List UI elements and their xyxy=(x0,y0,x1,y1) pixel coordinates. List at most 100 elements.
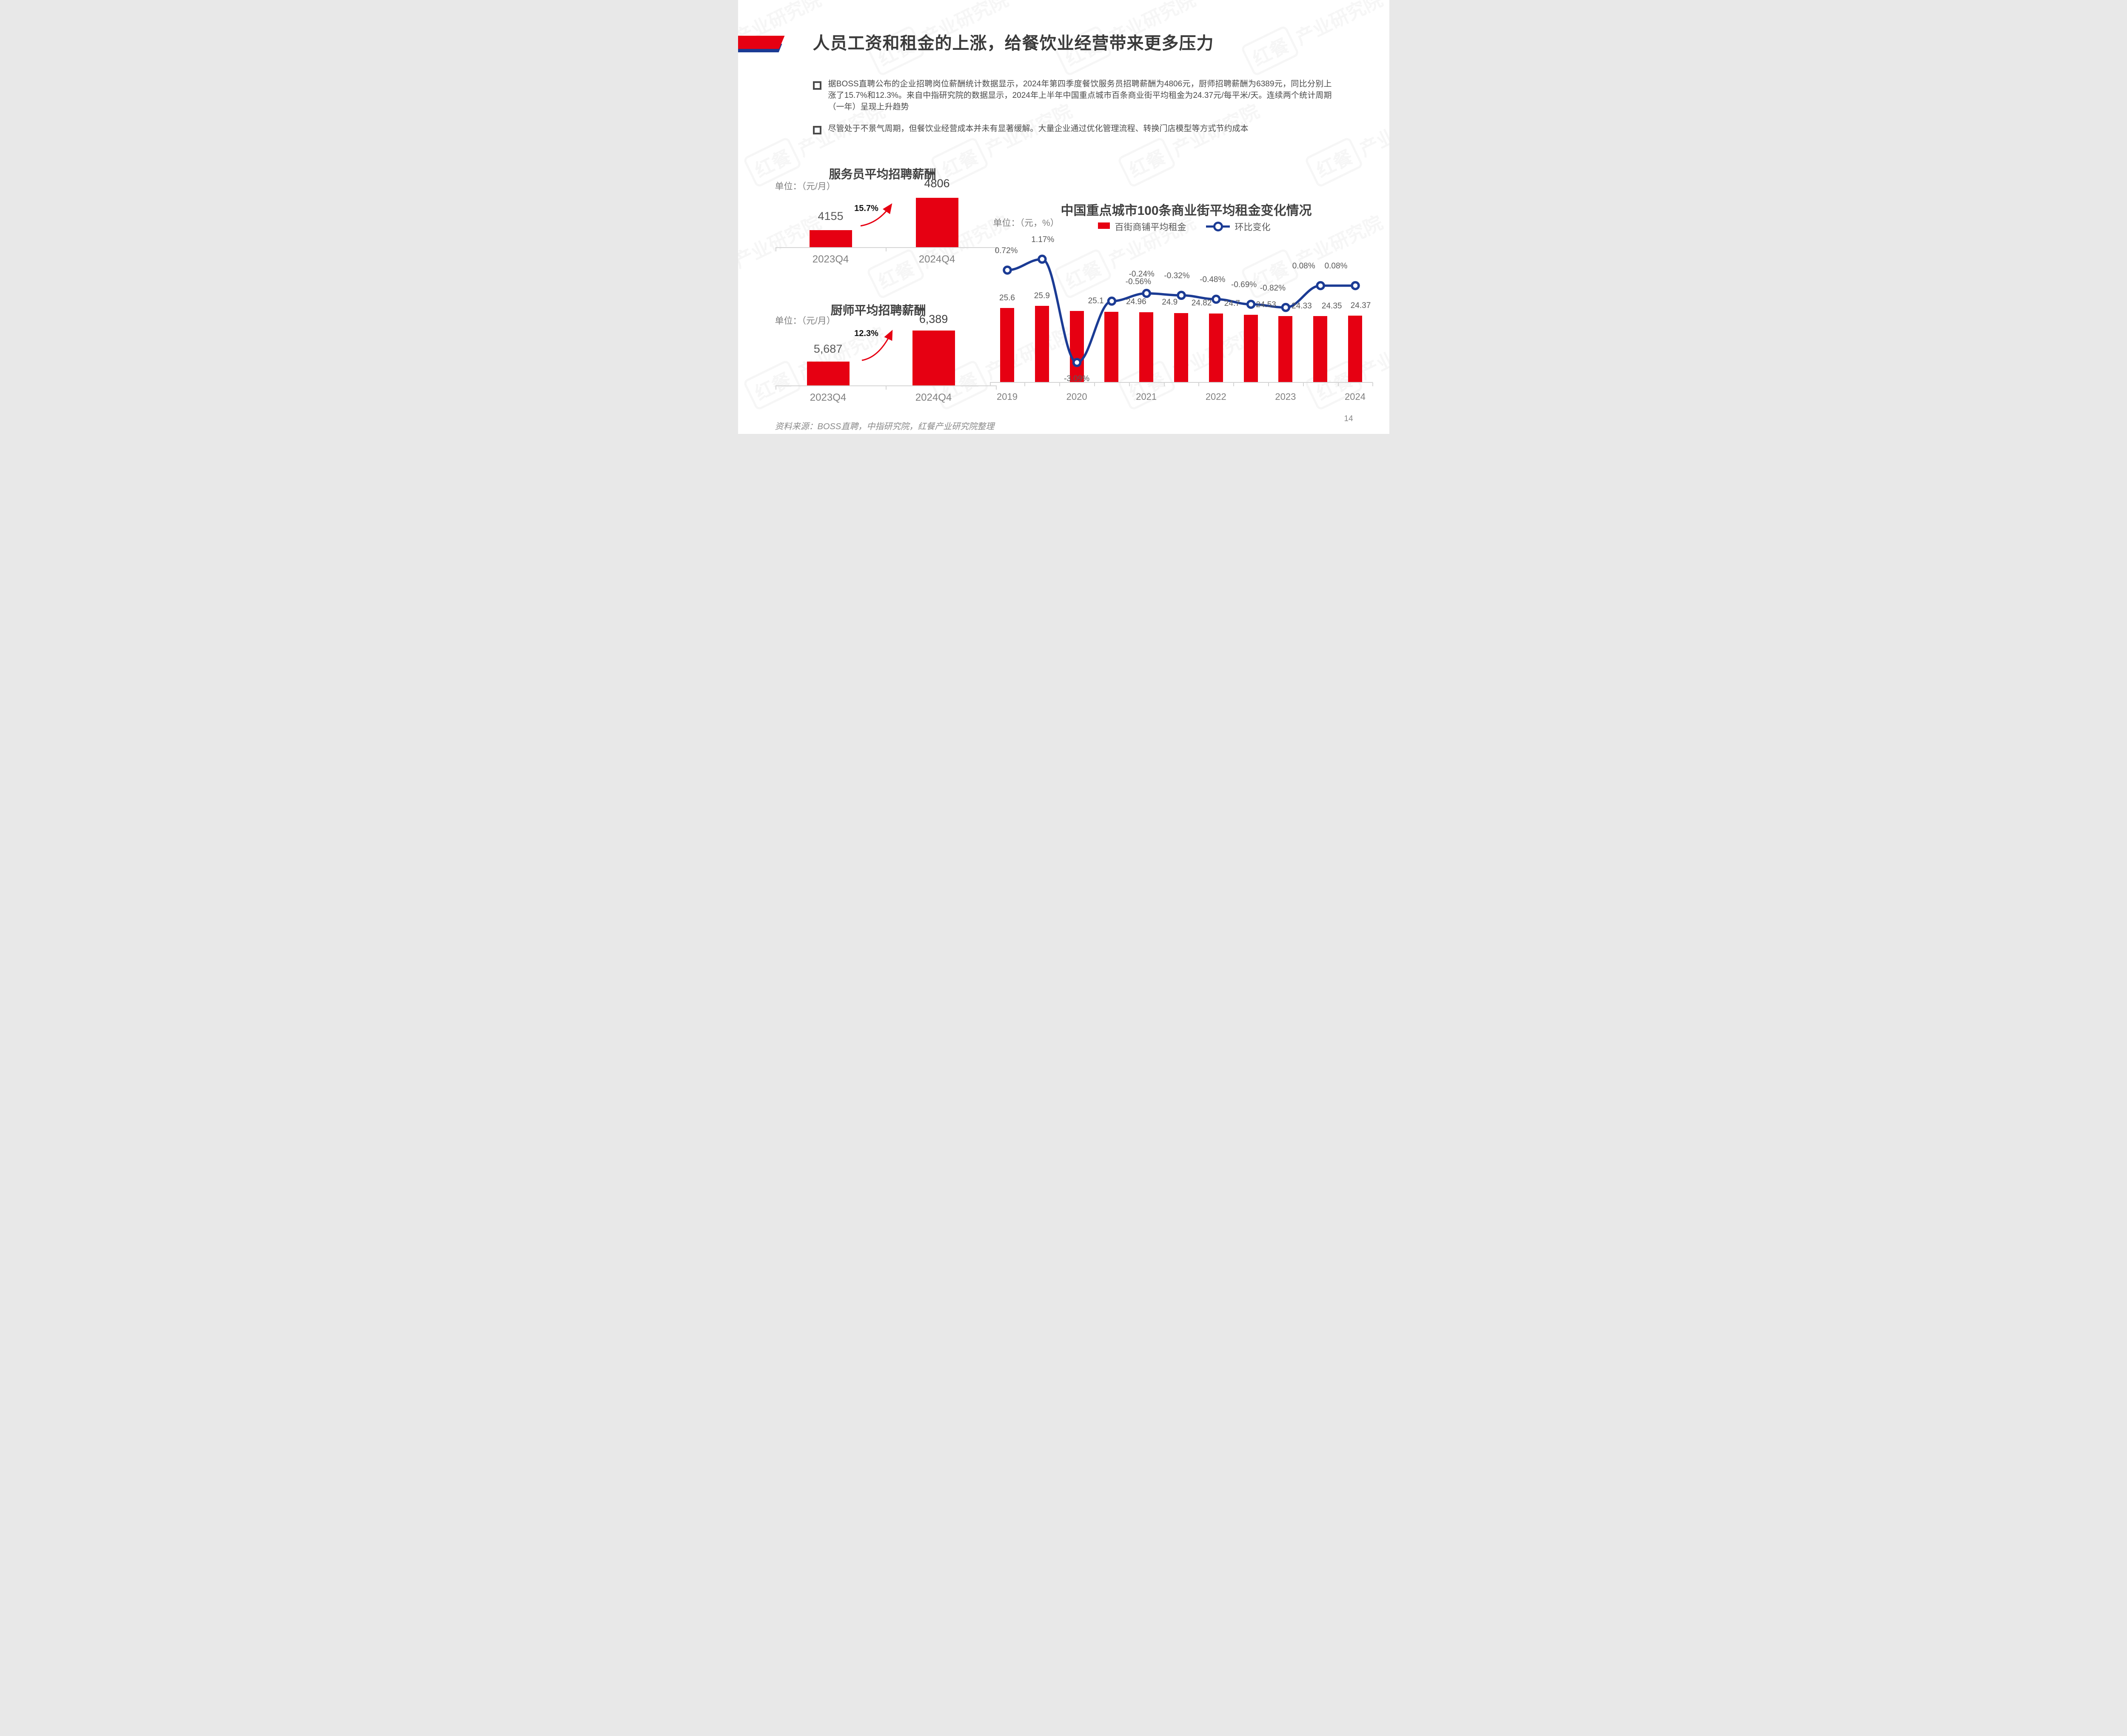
bullet-list: 据BOSS直聘公布的企业招聘岗位薪酬统计数据显示，2024年第四季度餐饮服务员招… xyxy=(813,78,1332,145)
page-number: 14 xyxy=(1344,414,1353,423)
rent-line-value-label: -0.69% xyxy=(1231,280,1257,290)
waiter-value-2024q4: 4806 xyxy=(924,177,950,190)
rent-line-value-label: -0.48% xyxy=(1200,275,1226,285)
rent-chart-unit: 单位：（元，%） xyxy=(993,218,1059,228)
axis-tick xyxy=(995,386,997,390)
axis-tick xyxy=(1198,382,1200,386)
rent-year-label: 2022 xyxy=(1205,391,1226,402)
rent-line-value-label: -3.09% xyxy=(1064,374,1090,384)
rent-bar xyxy=(1278,316,1293,382)
legend-line-label: 环比变化 xyxy=(1235,222,1271,232)
rent-line-value-label: -0.24% xyxy=(1129,269,1155,279)
rent-bar xyxy=(1035,305,1049,382)
chef-bar-2024q4 xyxy=(912,330,955,385)
axis-tick xyxy=(1233,382,1235,386)
rent-line-value-label: 1.17% xyxy=(1031,235,1055,245)
slide: 红餐产业研究院红餐产业研究院红餐产业研究院红餐产业研究院红餐产业研究院红餐产业研… xyxy=(738,0,1389,434)
chef-value-2023q4: 5,687 xyxy=(813,342,843,355)
waiter-chart-unit: 单位：（元/月） xyxy=(775,182,835,191)
rent-bar xyxy=(1243,314,1258,382)
rent-line-marker xyxy=(1211,294,1221,304)
rent-bar xyxy=(1348,316,1362,382)
rent-year-label: 2024 xyxy=(1345,391,1366,402)
waiter-cat-2024q4: 2024Q4 xyxy=(918,254,955,265)
chef-growth-label: 12.3% xyxy=(854,329,878,338)
axis-tick xyxy=(885,248,887,251)
rent-bar-value-label: 24.53 xyxy=(1256,300,1276,309)
waiter-bar-2024q4 xyxy=(915,198,958,247)
axis-tick xyxy=(885,386,887,390)
rent-bar-value-label: 24.96 xyxy=(1126,297,1146,307)
waiter-value-2023q4: 4155 xyxy=(818,210,844,222)
axis-tick xyxy=(1059,382,1061,386)
rent-line-marker xyxy=(1315,281,1325,291)
rent-year-label: 2023 xyxy=(1275,391,1296,402)
chef-cat-2024q4: 2024Q4 xyxy=(915,392,952,403)
chef-cat-2023q4: 2023Q4 xyxy=(810,392,847,403)
rent-bar-value-label: 24.35 xyxy=(1321,301,1342,311)
rent-line-marker xyxy=(1176,291,1186,300)
chef-chart-unit: 单位：（元/月） xyxy=(775,316,835,326)
rent-year-label: 2020 xyxy=(1066,391,1087,402)
brand-watermark: 红餐产业研究院 xyxy=(738,205,826,300)
rent-x-axis xyxy=(989,382,1373,383)
square-bullet-icon xyxy=(813,126,821,134)
bullet-text: 尽管处于不景气周期，但餐饮业经营成本并未有显著缓解。大量企业通过优化管理流程、转… xyxy=(828,124,1249,133)
rent-year-label: 2021 xyxy=(1136,391,1157,402)
rent-bar xyxy=(1069,311,1084,382)
chef-bar-2023q4 xyxy=(807,361,850,385)
chef-chart-title: 厨师平均招聘薪酬 xyxy=(830,304,926,317)
waiter-growth-label: 15.7% xyxy=(854,204,878,213)
rent-bar-value-label: 25.1 xyxy=(1088,296,1104,306)
rent-line-marker xyxy=(1037,254,1047,264)
bullet-item: 据BOSS直聘公布的企业招聘岗位薪酬统计数据显示，2024年第四季度餐饮服务员招… xyxy=(813,78,1332,113)
rent-bar-value-label: 24.33 xyxy=(1292,302,1312,311)
legend-line-marker-dot xyxy=(1213,222,1223,231)
rent-bar xyxy=(1313,316,1328,382)
rent-bar-value-label: 25.6 xyxy=(999,293,1015,302)
rent-line-marker xyxy=(1246,299,1255,309)
rent-bar xyxy=(1209,314,1223,382)
waiter-bar-2023q4 xyxy=(809,230,852,247)
waiter-chart-title: 服务员平均招聘薪酬 xyxy=(829,168,936,181)
rent-bar-value-label: 24.82 xyxy=(1191,298,1212,308)
square-bullet-icon xyxy=(813,81,821,90)
rent-bar-value-label: 24.9 xyxy=(1162,298,1178,307)
axis-tick xyxy=(1268,382,1269,386)
rent-line-marker xyxy=(1002,265,1012,275)
legend-bar-swatch xyxy=(1098,222,1110,229)
bullet-item: 尽管处于不景气周期，但餐饮业经营成本并未有显著缓解。大量企业通过优化管理流程、转… xyxy=(813,123,1332,134)
axis-tick xyxy=(989,382,991,386)
rent-line-value-label: 0.08% xyxy=(1324,262,1348,271)
rent-bar-value-label: 24.7 xyxy=(1224,299,1240,308)
rent-bar xyxy=(1000,308,1014,382)
axis-tick xyxy=(1129,382,1130,386)
bullet-text: 据BOSS直聘公布的企业招聘岗位薪酬统计数据显示，2024年第四季度餐饮服务员招… xyxy=(828,80,1332,111)
rent-bar-value-label: 24.37 xyxy=(1350,301,1371,311)
rent-line-marker xyxy=(1281,302,1290,312)
rent-line-value-label: -0.32% xyxy=(1164,271,1190,281)
rent-bar xyxy=(1174,313,1188,382)
rent-year-label: 2019 xyxy=(997,391,1018,402)
rent-chart-title: 中国重点城市100条商业街平均租金变化情况 xyxy=(1061,204,1312,218)
axis-tick xyxy=(1163,382,1165,386)
source-note: 资料来源：BOSS直聘，中指研究院，红餐产业研究院整理 xyxy=(775,422,995,431)
legend-bar-label: 百街商铺平均租金 xyxy=(1115,222,1186,232)
rent-line-marker xyxy=(1141,288,1151,298)
axis-tick xyxy=(1372,382,1374,386)
axis-tick xyxy=(1337,382,1339,386)
chef-value-2024q4: 6,389 xyxy=(919,313,948,325)
axis-tick xyxy=(995,248,997,251)
header-banner xyxy=(738,36,785,49)
rent-bar-value-label: 25.9 xyxy=(1034,291,1050,300)
rent-line-marker xyxy=(1350,281,1360,291)
rent-bar xyxy=(1104,312,1119,382)
axis-tick xyxy=(1303,382,1304,386)
waiter-cat-2023q4: 2023Q4 xyxy=(812,254,849,265)
rent-line-value-label: -0.82% xyxy=(1260,283,1286,293)
page-title: 人员工资和租金的上涨，给餐饮业经营带来更多压力 xyxy=(813,34,1214,53)
brand-watermark: 红餐产业研究院 xyxy=(1240,0,1388,77)
rent-bar xyxy=(1139,312,1154,382)
rent-line-marker xyxy=(1107,296,1116,306)
rent-line-value-label: 0.72% xyxy=(995,246,1018,255)
